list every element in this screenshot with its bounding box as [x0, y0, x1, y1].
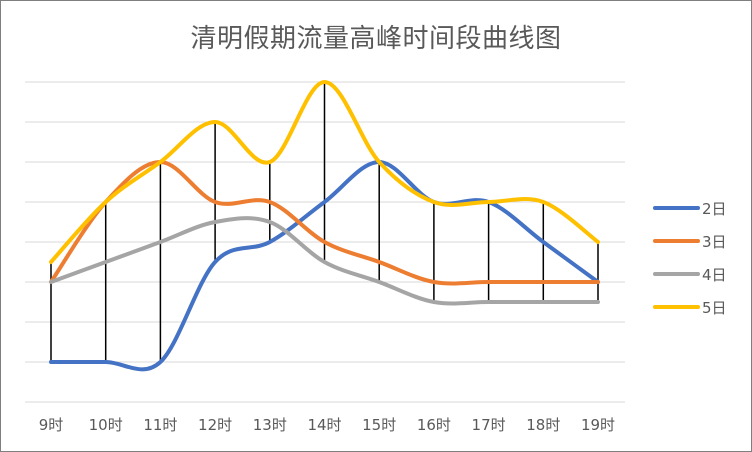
series-line-3日: [49, 160, 600, 286]
legend-item: 5日: [653, 299, 727, 317]
legend-item: 2日: [653, 200, 727, 218]
x-tick-label: 10时: [89, 416, 123, 434]
chart-title: 清明假期流量高峰时间段曲线图: [190, 24, 562, 54]
series-line-4日: [49, 216, 600, 306]
series-line-2日: [49, 160, 600, 372]
series-line-5日: [49, 80, 600, 264]
x-axis-tick-labels: 9时 10时 11时 12时 13时 14时 15时 16时 17时 18时 19时: [39, 416, 615, 434]
legend-label: 4日: [702, 266, 727, 284]
legend-label: 2日: [702, 200, 727, 218]
legend-item: 3日: [653, 233, 727, 251]
x-tick-label: 15时: [362, 416, 396, 434]
x-tick-label: 11时: [143, 416, 177, 434]
x-tick-label: 16时: [417, 416, 451, 434]
legend: 2日 3日 4日 5日: [653, 200, 727, 317]
x-tick-label: 13时: [253, 416, 287, 434]
x-tick-label: 17时: [472, 416, 506, 434]
legend-label: 3日: [702, 233, 727, 251]
x-tick-label: 18时: [526, 416, 560, 434]
legend-label: 5日: [702, 299, 727, 317]
x-tick-label: 9时: [39, 416, 64, 434]
legend-item: 4日: [653, 266, 727, 284]
series-lines: [49, 80, 600, 372]
x-tick-label: 19时: [581, 416, 615, 434]
x-tick-label: 14时: [307, 416, 341, 434]
x-tick-label: 12时: [198, 416, 232, 434]
